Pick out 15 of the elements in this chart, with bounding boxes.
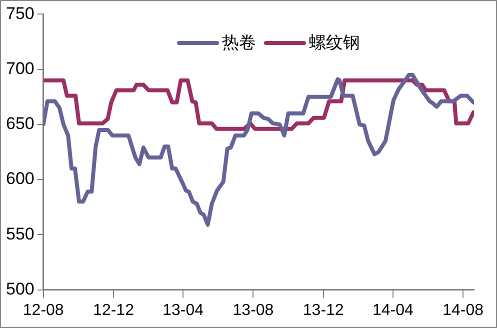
x-tick-label: 12-08 xyxy=(22,302,64,319)
x-tick-label: 13-12 xyxy=(302,302,344,319)
x-tick-label: 13-04 xyxy=(162,302,204,319)
x-tick-label: 13-08 xyxy=(232,302,274,319)
legend-label: 热卷 xyxy=(222,32,256,54)
x-tick-label: 14-04 xyxy=(372,302,414,319)
y-tick-label: 700 xyxy=(6,59,34,78)
y-tick-label: 650 xyxy=(6,114,34,134)
legend-label: 螺纹钢 xyxy=(309,32,360,54)
x-tick-label: 12-12 xyxy=(93,302,134,319)
x-tick-label: 14-08 xyxy=(442,302,484,319)
y-tick-label: 500 xyxy=(6,279,34,298)
y-tick-label: 600 xyxy=(6,169,34,188)
y-tick-label: 550 xyxy=(6,224,34,244)
y-tick-label: 750 xyxy=(6,4,34,23)
